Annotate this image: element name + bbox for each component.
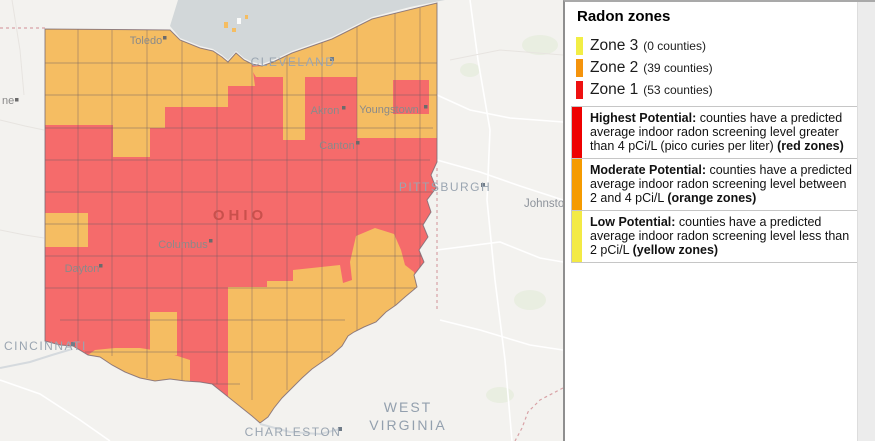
city-label-cleveland: CLEVELAND [251,55,336,69]
desc-bar-yellow [572,211,582,262]
state-borders-dashed [0,27,563,441]
desc-bar-orange [572,159,582,210]
roads [0,0,563,441]
desc-text-low: Low Potential: counties have a predicted… [582,211,858,262]
zone3-label: Zone 3 [590,37,639,54]
legend-panel: Radon zones Zone 3 (0 counties) Zone 2 (… [563,0,875,441]
city-markers [15,36,485,431]
city-label-pittsburgh: PITTSBURGH [399,180,491,194]
desc-body-moderate: counties have a predicted average indoor… [590,163,852,205]
state-label-ohio: OHIO [213,207,267,224]
zone1-count: (53 counties) [643,83,713,97]
city-label-youngstown: Youngstown [359,104,419,116]
zone1-swatch [576,81,583,99]
state-label-west-virginia-2: VIRGINIA [369,417,446,433]
desc-lead-low: Low Potential: [590,215,676,229]
city-label-canton: Canton [319,140,354,152]
desc-text-highest: Highest Potential: counties have a predi… [582,107,858,158]
city-label-charleston: CHARLESTON [245,425,342,439]
desc-row-moderate: Moderate Potential: counties have a pred… [572,159,858,211]
zone1-label: Zone 1 [590,81,639,98]
city-label-toledo: Toledo [130,35,162,47]
zone2-label: Zone 2 [590,59,639,76]
desc-lead-highest: Highest Potential: [590,111,697,125]
desc-tail-highest: (red zones) [777,139,844,153]
zone-row-1: Zone 1 (53 counties) [576,79,875,101]
map-canvas[interactable]: Toledo CLEVELAND Akron Youngstown Canton… [0,0,563,441]
state-label-west-virginia-1: WEST [384,399,432,415]
county-borders [45,8,437,400]
lake-erie [170,0,445,64]
zone-row-2: Zone 2 (39 counties) [576,57,875,79]
city-label-cincinnati: CINCINNATI [4,339,87,353]
zone2-swatch [576,59,583,77]
roads-light [0,0,563,239]
desc-bar-red [572,107,582,158]
desc-tail-low: (yellow zones) [632,243,719,257]
desc-text-moderate: Moderate Potential: counties have a pred… [582,159,858,210]
ohio-outline [44,2,438,424]
desc-row-highest: Highest Potential: counties have a predi… [572,107,858,159]
zone-row-3: Zone 3 (0 counties) [576,35,875,57]
legend-title: Radon zones [577,8,671,25]
ohio-zone2-orange [45,3,437,423]
city-label-fort-wayne-partial: ne [2,95,14,107]
city-label-johnstown-partial: Johnsto [524,198,563,210]
desc-lead-moderate: Moderate Potential: [590,163,706,177]
zone3-count: (0 counties) [643,39,706,53]
city-label-dayton: Dayton [65,263,100,275]
zone-list: Zone 3 (0 counties) Zone 2 (39 counties)… [576,35,875,101]
city-label-akron: Akron [311,105,340,117]
desc-row-low: Low Potential: counties have a predicted… [572,211,858,262]
river-lines [0,348,341,436]
desc-body-highest: counties have a predicted average indoor… [590,111,843,153]
lake-islands [224,15,248,32]
zone-descriptions-box: Highest Potential: counties have a predi… [571,106,859,263]
zone2-count: (39 counties) [643,61,713,75]
desc-body-low: counties have a predicted average indoor… [590,215,850,257]
city-label-columbus: Columbus [158,239,208,251]
desc-tail-moderate: (orange zones) [667,191,757,205]
zone3-swatch [576,37,583,55]
zone1-cutout-county [393,80,429,114]
panel-scrollbar-track[interactable] [857,2,875,441]
